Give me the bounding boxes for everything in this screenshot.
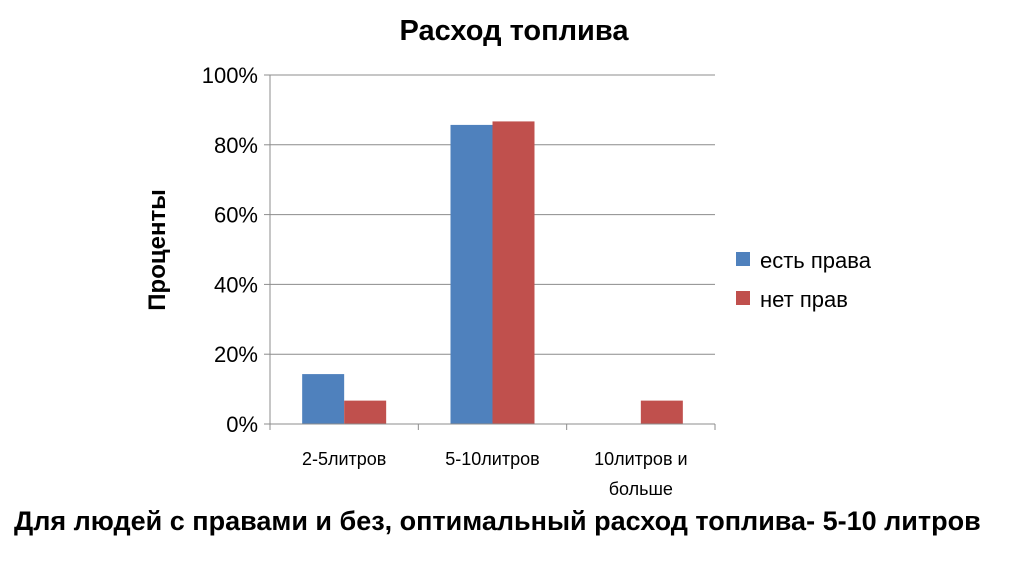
legend-label: нет прав — [760, 287, 848, 312]
bars — [302, 121, 683, 425]
y-tick-label: 60% — [214, 203, 258, 228]
y-tick-label: 0% — [226, 412, 258, 437]
legend: есть права нет прав — [736, 248, 872, 312]
axes — [269, 75, 716, 430]
x-axis-categories: 2-5литров 5-10литров 10литров и больше — [302, 449, 688, 499]
legend-label: есть права — [760, 248, 872, 273]
y-tick-label: 40% — [214, 272, 258, 297]
bar-no-license-1 — [492, 121, 535, 425]
bar-has-license-1 — [450, 124, 493, 425]
legend-swatch — [736, 252, 750, 266]
y-axis-ticks: 0% 20% 40% 60% 80% 100% — [202, 63, 270, 437]
x-category-label: 5-10литров — [445, 449, 539, 469]
bar-no-license-2 — [640, 400, 683, 424]
legend-swatch — [736, 291, 750, 305]
x-category-label: 2-5литров — [302, 449, 386, 469]
bar-no-license-0 — [344, 400, 387, 424]
fuel-consumption-chart: Расход топлива 0% 20% 40% 60% 80% 100% Процен… — [144, 15, 872, 499]
y-axis-label: Проценты — [144, 189, 171, 310]
y-tick-label: 100% — [202, 63, 258, 88]
conclusion-caption: Для людей с правами и без, оптимальный р… — [14, 506, 981, 536]
y-tick-label: 80% — [214, 133, 258, 158]
chart-title: Расход топлива — [400, 15, 630, 47]
x-category-label: 10литров и больше — [594, 449, 687, 499]
y-tick-label: 20% — [214, 342, 258, 367]
bar-has-license-0 — [302, 374, 345, 424]
